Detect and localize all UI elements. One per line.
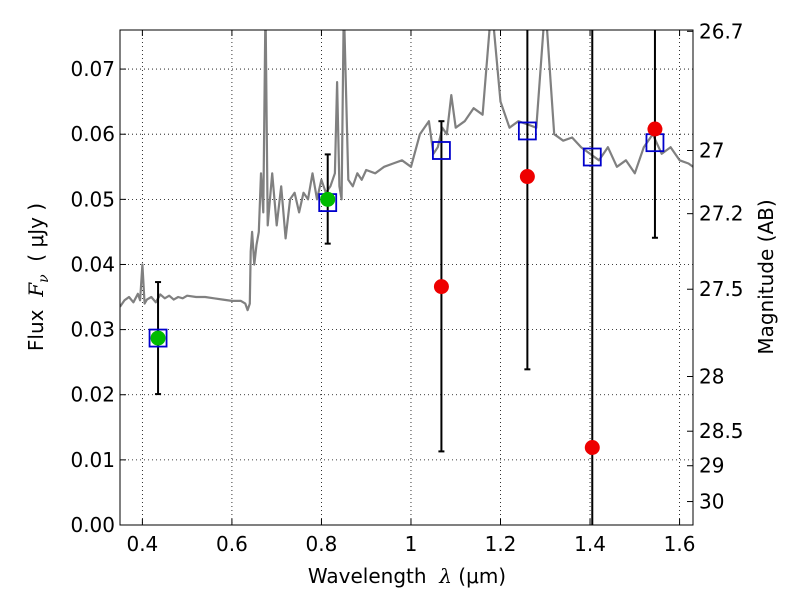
x-axis-label-unit: (μm) (452, 564, 506, 588)
grid (120, 30, 693, 526)
detected-points (150, 191, 336, 346)
model-flux-square (148, 328, 168, 348)
x-tick-label: 0.4 (126, 532, 158, 556)
y-axis-label-subscript: ν (36, 274, 52, 283)
model-flux-squares (148, 121, 665, 348)
x-axis-label: Wavelength λ (μm) (308, 564, 506, 588)
x-tick-label: 1.2 (485, 532, 517, 556)
y-axis-label-symbol: F (24, 282, 48, 298)
x-tick-label: 1.4 (574, 532, 606, 556)
model-flux-square (517, 121, 537, 141)
spectrum (120, 30, 693, 312)
model-flux-square (432, 141, 451, 160)
x-tick-label: 0.6 (216, 532, 248, 556)
y-tick-labels: 0.00 0.01 0.02 0.03 0.04 0.05 0.06 0.07 (70, 57, 115, 537)
y-axis-label-unit: ( μJy ) (24, 203, 48, 275)
spectrum-line (120, 30, 693, 312)
right-tick-label: 27 (699, 138, 724, 162)
upper-limit-point (433, 279, 449, 295)
y-tick-label: 0.03 (70, 318, 115, 342)
x-tick-labels: 0.4 0.6 0.8 1 1.2 1.4 1.6 (126, 532, 695, 556)
detected-point (320, 191, 336, 207)
y-tick-label: 0.04 (70, 252, 115, 276)
upper-limit-points (433, 121, 663, 455)
x-axis-label-symbol: λ (438, 564, 452, 588)
upper-limit-point (584, 439, 600, 455)
right-tick-label: 28.5 (699, 419, 744, 443)
right-tick-label: 27.2 (699, 202, 744, 226)
right-tick-label: 30 (699, 490, 724, 514)
y-tick-label: 0.02 (70, 383, 115, 407)
y-tick-label: 0.01 (70, 448, 115, 472)
plot-frame (119, 29, 694, 526)
right-tick-labels: 26.7 27 27.2 27.5 28 28.5 29 30 (699, 19, 744, 513)
right-tick-label: 27.5 (699, 277, 744, 301)
model-flux-square (582, 147, 602, 167)
x-tick-label: 0.8 (306, 532, 338, 556)
right-tick-label: 28 (699, 365, 724, 389)
x-tick-label: 1.6 (664, 532, 696, 556)
ticks (120, 30, 693, 526)
y-tick-label: 0.00 (70, 513, 115, 537)
right-axis-label: Magnitude (AB) (754, 199, 778, 354)
error-bars (155, 30, 658, 525)
right-tick-label: 29 (699, 454, 724, 478)
x-axis-label-prefix: Wavelength (308, 564, 439, 588)
y-tick-label: 0.07 (70, 57, 115, 81)
upper-limit-point (647, 121, 663, 137)
y-axis-label: Flux Fν ( μJy ) (24, 203, 52, 351)
upper-limit-point (519, 169, 535, 185)
y-axis-label-prefix: Flux (24, 297, 48, 351)
detected-point (150, 330, 166, 346)
y-tick-label: 0.05 (70, 187, 115, 211)
right-tick-label: 26.7 (699, 19, 744, 43)
y-tick-label: 0.06 (70, 122, 115, 146)
x-tick-label: 1 (405, 532, 418, 556)
